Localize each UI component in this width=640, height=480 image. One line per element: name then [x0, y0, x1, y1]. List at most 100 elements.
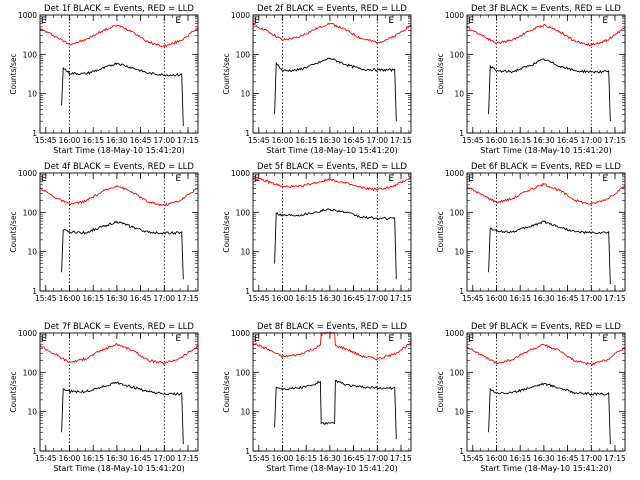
chart-title: Det 2f BLACK = Events, RED = LLD [257, 4, 407, 14]
x-tick-label: 15:45 [35, 136, 57, 145]
x-tick-label: 17:00 [580, 294, 602, 303]
e-marker: E [468, 334, 474, 344]
e-marker: E [175, 334, 181, 344]
series-line-black-events [488, 220, 611, 285]
y-tick-label: 1000 [231, 329, 250, 338]
series-line-red-lld [466, 23, 626, 47]
chart-title: Det 6f BLACK = Events, RED = LLD [471, 162, 621, 172]
x-tick-label: 17:00 [580, 454, 602, 463]
e-marker: E [388, 334, 394, 344]
x-tick-label: 16:15 [295, 454, 317, 463]
y-axis-label: Counts/sec [9, 371, 18, 412]
y-tick-label: 10 [27, 248, 37, 257]
y-tick-label: 10 [27, 90, 37, 99]
chart-panel-6: Det 6f BLACK = Events, RED = LLD Counts/s… [436, 162, 626, 303]
x-tick-label: 16:45 [130, 294, 152, 303]
x-tick-label: 17:15 [390, 294, 412, 303]
y-axis-label: Counts/sec [222, 211, 231, 252]
y-tick-label: 1 [32, 287, 37, 296]
chart-title: Det 7f BLACK = Events, RED = LLD [44, 322, 194, 332]
x-axis-label: Start Time (18-May-10 15:41:20) [53, 464, 184, 473]
chart-panel-5: Det 5f BLACK = Events, RED = LLD Counts/s… [222, 162, 412, 303]
x-tick-label: 16:00 [59, 294, 81, 303]
x-tick-label: 15:45 [462, 294, 484, 303]
x-tick-label: 16:15 [509, 294, 531, 303]
chart-title: Det 5f BLACK = Events, RED = LLD [257, 162, 407, 172]
plot-frame [466, 14, 626, 134]
x-tick-label: 16:45 [343, 136, 365, 145]
x-tick-label: 16:00 [59, 454, 81, 463]
e-marker: E [254, 174, 260, 184]
y-tick-label: 10 [240, 248, 250, 257]
chart-panel-3: Det 3f BLACK = Events, RED = LLD Counts/s… [436, 4, 626, 155]
chart-panel-7: Det 7f BLACK = Events, RED = LLD Counts/s… [9, 322, 199, 473]
x-axis-label: Start Time (18-May-10 15:41:20) [266, 146, 397, 155]
series-line-red-lld [252, 331, 412, 361]
series-line-red-lld [39, 24, 199, 48]
e-marker: E [602, 334, 608, 344]
e-marker: E [388, 16, 394, 26]
x-tick-label: 16:15 [82, 294, 104, 303]
y-tick-label: 1 [32, 129, 37, 138]
series-line-black-events [274, 57, 397, 122]
series-line-black-events [488, 382, 611, 445]
y-axis-label: Counts/sec [436, 371, 445, 412]
y-tick-label: 10 [454, 408, 464, 417]
series-line-red-lld [466, 343, 626, 366]
chart-title: Det 3f BLACK = Events, RED = LLD [471, 4, 621, 14]
y-tick-label: 100 [236, 208, 251, 217]
y-tick-label: 10 [240, 90, 250, 99]
x-tick-label: 16:45 [130, 136, 152, 145]
chart-panel-4: Det 4f BLACK = Events, RED = LLD Counts/s… [9, 162, 199, 303]
series-line-black-events [61, 62, 184, 127]
x-tick-label: 16:30 [319, 294, 341, 303]
x-tick-label: 16:30 [106, 294, 128, 303]
x-tick-label: 16:15 [82, 136, 104, 145]
x-tick-label: 17:15 [390, 136, 412, 145]
chart-panel-9: Det 9f BLACK = Events, RED = LLD Counts/s… [436, 322, 626, 473]
chart-title: Det 9f BLACK = Events, RED = LLD [471, 322, 621, 332]
x-tick-label: 17:15 [177, 294, 199, 303]
y-tick-label: 1000 [445, 11, 464, 20]
y-tick-label: 1 [245, 447, 250, 456]
x-tick-label: 17:00 [153, 136, 175, 145]
y-tick-label: 1 [245, 287, 250, 296]
x-tick-label: 17:00 [153, 294, 175, 303]
chart-panel-2: Det 2f BLACK = Events, RED = LLD Counts/s… [222, 4, 412, 155]
x-tick-label: 15:45 [462, 136, 484, 145]
x-tick-label: 17:00 [580, 136, 602, 145]
e-marker: E [175, 174, 181, 184]
x-tick-label: 16:15 [295, 294, 317, 303]
e-marker: E [175, 16, 181, 26]
x-tick-label: 16:30 [319, 454, 341, 463]
x-tick-label: 16:45 [343, 454, 365, 463]
x-tick-label: 16:00 [272, 294, 294, 303]
x-tick-label: 17:15 [604, 136, 626, 145]
x-axis-label: Start Time (18-May-10 15:41:20) [480, 464, 611, 473]
y-tick-label: 10 [27, 408, 37, 417]
x-tick-label: 17:15 [390, 454, 412, 463]
series-line-black-events [274, 208, 397, 280]
x-tick-label: 15:45 [248, 454, 270, 463]
y-tick-label: 1000 [231, 169, 250, 178]
e-marker: E [602, 174, 608, 184]
chart-title: Det 1f BLACK = Events, RED = LLD [44, 4, 194, 14]
x-tick-label: 16:00 [59, 136, 81, 145]
y-axis-label: Counts/sec [436, 211, 445, 252]
y-tick-label: 100 [450, 208, 465, 217]
x-tick-label: 17:00 [153, 454, 175, 463]
x-tick-label: 16:30 [106, 454, 128, 463]
series-line-red-lld [39, 342, 199, 365]
x-tick-label: 16:30 [319, 136, 341, 145]
x-tick-label: 16:00 [486, 454, 508, 463]
y-tick-label: 100 [236, 368, 251, 377]
series-line-red-lld [252, 22, 412, 44]
x-tick-label: 17:00 [366, 136, 388, 145]
series-line-red-lld [252, 176, 412, 192]
y-tick-label: 1000 [445, 169, 464, 178]
x-axis-label: Start Time (18-May-10 15:41:20) [480, 146, 611, 155]
y-axis-label: Counts/sec [9, 211, 18, 252]
series-line-red-lld [466, 182, 625, 205]
plot-frame [252, 332, 412, 452]
x-tick-label: 16:45 [557, 294, 579, 303]
